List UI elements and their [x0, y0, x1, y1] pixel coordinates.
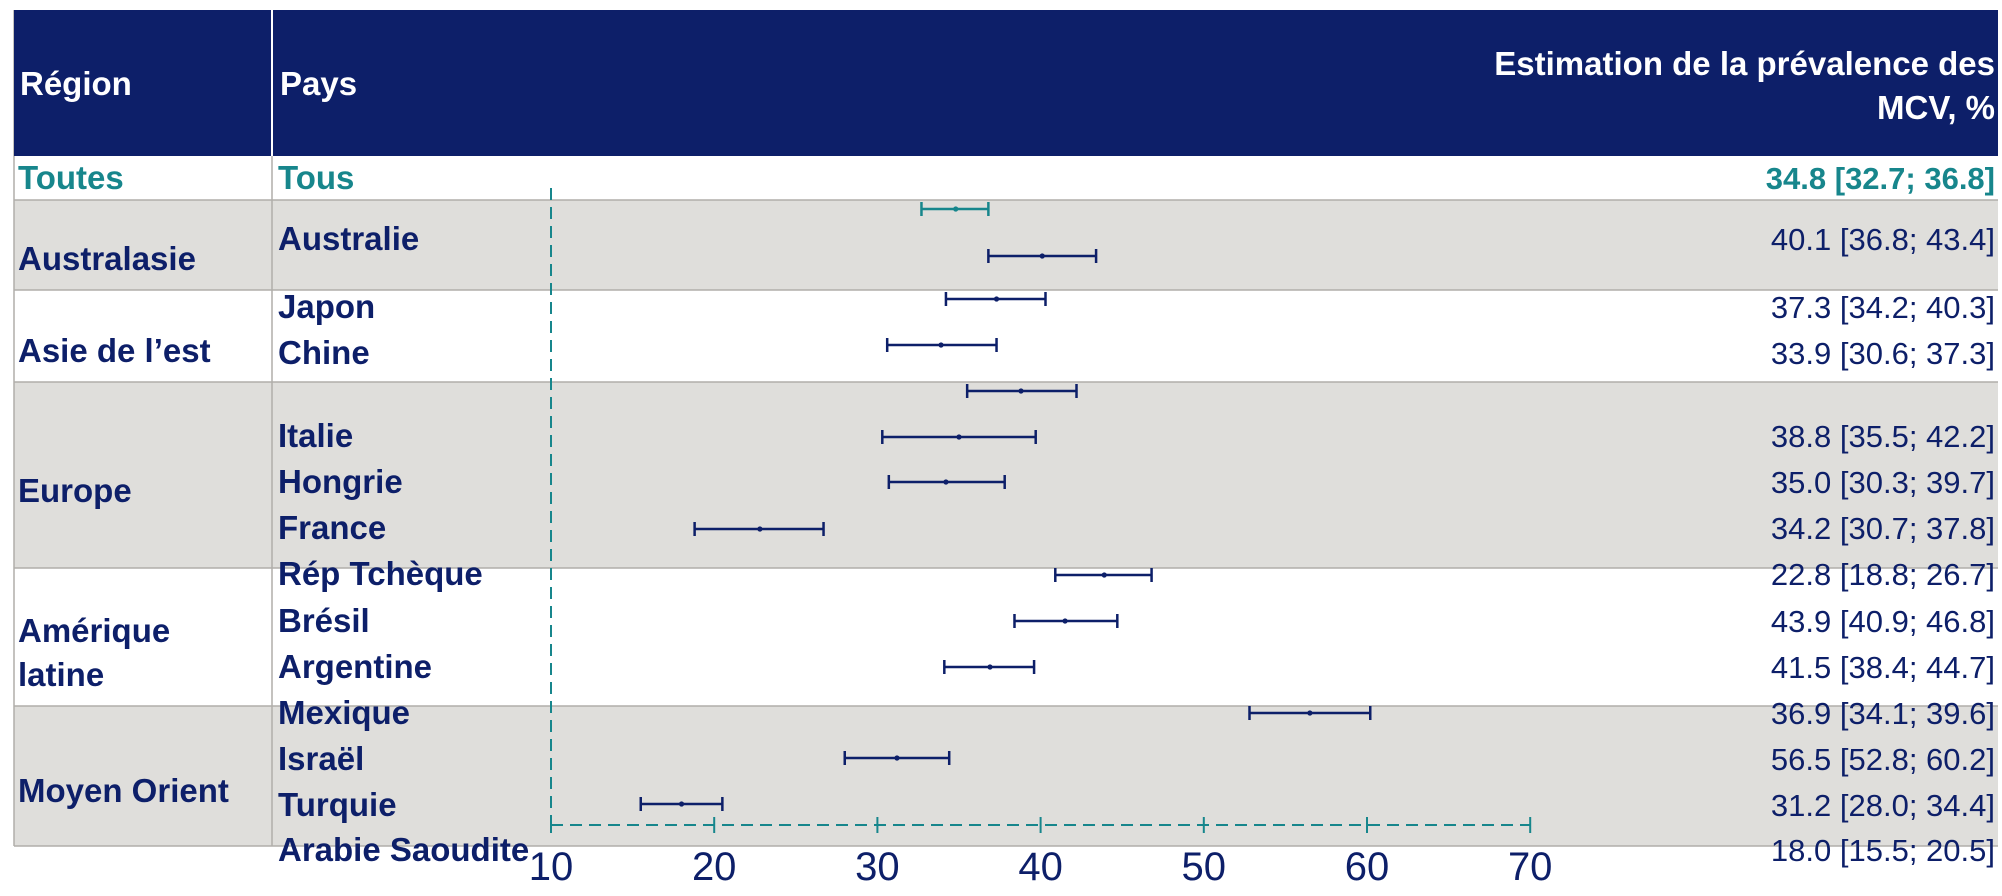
- country-label: Brésil: [278, 602, 370, 639]
- estimate-label: 33.9 [30.6; 37.3]: [1771, 336, 1995, 371]
- row-whisker: [881, 430, 1037, 444]
- overall-region: Toutes: [18, 159, 124, 196]
- point-estimate: [757, 526, 763, 532]
- point-estimate: [1062, 618, 1068, 624]
- row-whisker: [944, 292, 1047, 306]
- country-label: France: [278, 509, 386, 546]
- row-whisker: [1013, 614, 1119, 628]
- country-label: Australie: [278, 220, 419, 257]
- table-header: Région Pays Estimation de la prévalence de…: [14, 10, 1998, 156]
- point-estimate: [1039, 253, 1045, 259]
- region-band: [14, 706, 1998, 846]
- overall-country: Tous: [278, 159, 354, 196]
- row-whisker: [1248, 706, 1372, 720]
- x-axis: 10 20 30 40 50 60 70: [529, 817, 1553, 889]
- row-whisker: [639, 797, 724, 811]
- point-estimate: [943, 479, 949, 485]
- point-estimate: [894, 755, 900, 761]
- row-whisker: [965, 384, 1078, 398]
- country-label: Israël: [278, 740, 364, 777]
- point-estimate: [993, 296, 1000, 302]
- region-band: [14, 290, 1998, 382]
- country-label: Chine: [278, 334, 370, 371]
- row-whisker: [943, 660, 1036, 674]
- estimate-label: 22.8 [18.8; 26.7]: [1771, 557, 1995, 592]
- point-estimate: [1307, 710, 1313, 716]
- point-estimate: [953, 206, 959, 212]
- point-estimate: [1101, 572, 1107, 578]
- country-label: Rép Tchèque: [278, 555, 483, 592]
- header-region: Région: [20, 65, 132, 102]
- country-label: Mexique: [278, 694, 410, 731]
- point-estimate: [1018, 388, 1024, 394]
- overall-whisker: [920, 202, 990, 216]
- estimate-label: 56.5 [52.8; 60.2]: [1771, 742, 1995, 777]
- overall-estimate-label: 34.8 [32.7; 36.8]: [1766, 161, 1995, 196]
- x-tick-label: 40: [1018, 845, 1063, 889]
- x-tick-label: 20: [692, 845, 737, 889]
- country-label: Arabie Saoudite: [278, 831, 529, 868]
- region-label: Europe: [18, 472, 132, 509]
- row-whisker: [885, 338, 998, 352]
- row-whisker: [887, 475, 1006, 489]
- point-estimate: [956, 434, 962, 440]
- country-label: Turquie: [278, 786, 397, 823]
- x-tick-label: 70: [1508, 845, 1553, 889]
- row-whisker: [987, 249, 1098, 263]
- estimate-label: 43.9 [40.9; 46.8]: [1771, 604, 1995, 639]
- region-label: Asie de l’est: [18, 332, 211, 369]
- region-label: Australasie: [18, 240, 196, 277]
- estimate-label: 36.9 [34.1; 39.6]: [1771, 696, 1995, 731]
- country-label: Argentine: [278, 648, 432, 685]
- country-label: Japon: [278, 288, 375, 325]
- region-label: latine: [18, 656, 104, 693]
- x-tick-label: 10: [529, 845, 574, 889]
- point-estimate: [678, 801, 685, 807]
- estimate-label: 18.0 [15.5; 20.5]: [1771, 833, 1995, 868]
- estimate-label: 37.3 [34.2; 40.3]: [1771, 290, 1995, 325]
- row-labels: Toutes Tous 34.8 [32.7; 36.8] Australasie As…: [18, 159, 1995, 868]
- estimate-label: 35.0 [30.3; 39.7]: [1771, 465, 1995, 500]
- country-label: Italie: [278, 417, 353, 454]
- row-whisker: [843, 751, 951, 765]
- estimate-label: 31.2 [28.0; 34.4]: [1771, 788, 1995, 823]
- region-label: Amérique: [18, 612, 170, 649]
- row-whisker: [693, 522, 825, 536]
- country-label: Hongrie: [278, 463, 403, 500]
- x-tick-label: 60: [1345, 845, 1390, 889]
- x-tick-label: 30: [855, 845, 900, 889]
- header-country: Pays: [280, 65, 357, 102]
- header-background: [14, 10, 1998, 156]
- point-estimate: [987, 664, 993, 670]
- header-estimate-line2: MCV, %: [1877, 89, 1995, 126]
- x-tick-label: 50: [1182, 845, 1227, 889]
- estimate-label: 34.2 [30.7; 37.8]: [1771, 511, 1995, 546]
- point-estimate: [938, 342, 944, 348]
- region-label: Moyen Orient: [18, 772, 229, 809]
- estimate-label: 38.8 [35.5; 42.2]: [1771, 419, 1995, 454]
- region-bands: [13, 10, 1998, 847]
- estimate-label: 41.5 [38.4; 44.7]: [1771, 650, 1995, 685]
- row-whisker: [1054, 568, 1153, 582]
- header-estimate-line1: Estimation de la prévalence des: [1494, 45, 1995, 82]
- region-band: [14, 382, 1998, 568]
- region-band: [14, 568, 1998, 706]
- estimate-label: 40.1 [36.8; 43.4]: [1771, 222, 1995, 257]
- region-band: [14, 200, 1998, 290]
